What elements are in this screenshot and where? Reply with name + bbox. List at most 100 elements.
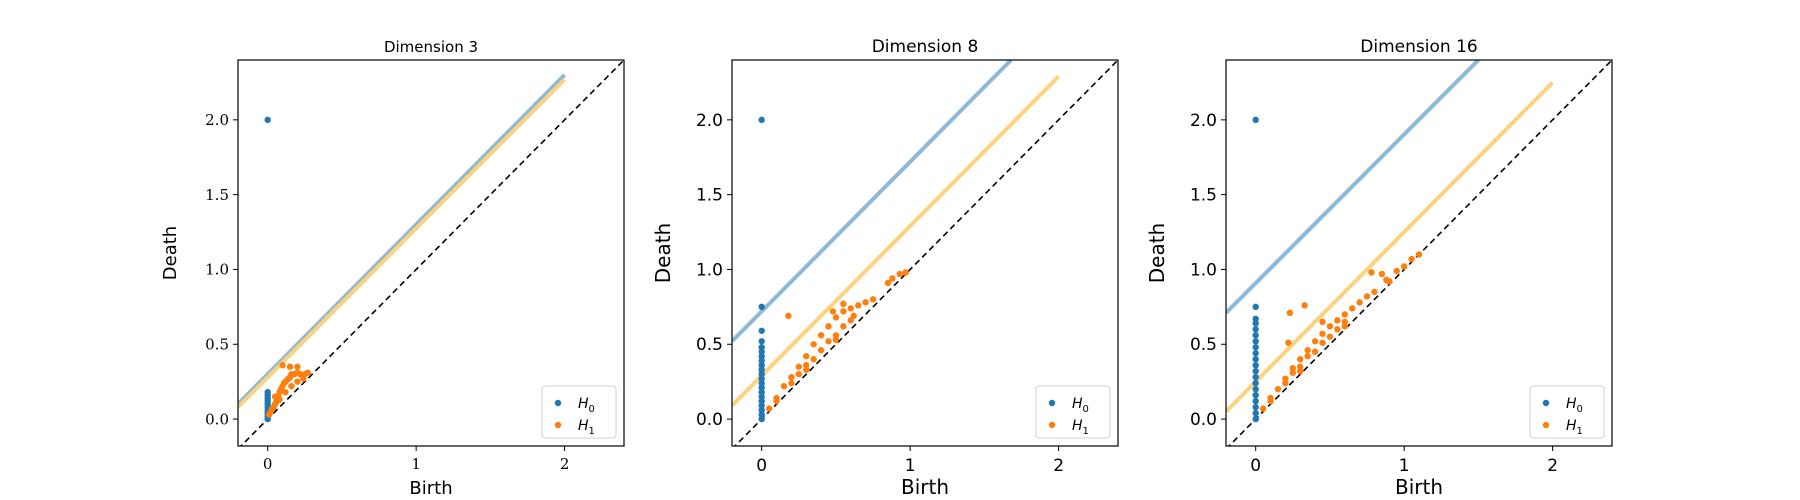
y-tick-label: 0.5 <box>696 335 723 355</box>
point-h1 <box>884 279 892 287</box>
point-h1 <box>825 338 832 345</box>
chart-title: Dimension 16 <box>1360 37 1477 57</box>
point-h1 <box>832 314 840 321</box>
point-h1 <box>1297 363 1304 370</box>
point-h1 <box>1297 356 1304 363</box>
y-tick-label: 1.0 <box>1190 260 1217 280</box>
y-tick-label: 2.0 <box>696 111 723 131</box>
point-h1 <box>788 379 795 387</box>
plot-area <box>1226 60 1612 446</box>
x-tick-label: 1 <box>905 456 916 476</box>
chart-panel-1: 0 1 2 0.0 0.5 1.0 1.5 2.0 Dimension 3 Birth Death H… <box>160 38 625 499</box>
point-h0 <box>758 411 765 418</box>
plot-area <box>732 60 1118 446</box>
y-axis-label: Death <box>1145 223 1169 283</box>
point-h1 <box>1311 348 1319 355</box>
point-h1 <box>896 270 903 278</box>
point-h0 <box>1252 350 1259 357</box>
point-h1 <box>1274 385 1282 393</box>
point-h1 <box>780 382 788 390</box>
threshold-line-h1 <box>1226 81 1555 413</box>
y-tick-label: 1.0 <box>696 260 723 280</box>
point-h0 <box>1252 379 1259 387</box>
point-h1 <box>1285 339 1292 346</box>
y-tick-label: 1.5 <box>1190 186 1217 206</box>
threshold-line-h1 <box>732 75 1061 408</box>
point-h1 <box>1334 317 1341 324</box>
y-tick-label: 0.5 <box>205 336 229 354</box>
x-tick-label: 2 <box>560 455 570 473</box>
legend-label-h1: H1 <box>578 418 595 437</box>
y-tick-label: 1.5 <box>205 186 229 204</box>
point-h1 <box>294 378 301 385</box>
point-h1 <box>810 341 817 348</box>
axes-frame <box>237 59 625 447</box>
point-h0 <box>758 393 765 400</box>
legend-marker-h1 <box>1048 421 1056 429</box>
point-h1 <box>1363 293 1371 300</box>
point-h0 <box>758 402 765 409</box>
diagonal-line <box>239 60 624 446</box>
threshold-line-h0 <box>238 73 567 406</box>
point-h1 <box>288 382 295 390</box>
y-tick-label: 0.0 <box>205 410 229 428</box>
legend-marker-h0 <box>1048 399 1056 407</box>
point-h0 <box>758 344 765 351</box>
point-h0 <box>1252 367 1259 375</box>
y-tick-label: 0.0 <box>696 410 723 430</box>
y-tick-label: 1.0 <box>205 261 229 279</box>
point-h1 <box>854 302 862 309</box>
point-h1 <box>1286 309 1294 317</box>
point-h0 <box>1252 320 1259 327</box>
point-h1 <box>825 323 832 330</box>
point-h1 <box>832 336 840 343</box>
chart-title: Dimension 8 <box>872 37 979 57</box>
point-h1 <box>1371 288 1378 296</box>
point-h0 <box>758 348 765 355</box>
point-h1 <box>817 347 825 354</box>
point-h1 <box>286 363 294 370</box>
diagonal-line <box>733 60 1118 446</box>
point-h0 <box>758 366 765 373</box>
point-h1 <box>810 356 817 363</box>
point-h0 <box>758 397 765 405</box>
point-h1 <box>279 362 286 369</box>
point-h1 <box>847 305 854 312</box>
x-axis-label: Birth <box>1395 475 1443 499</box>
series-h1 <box>765 269 909 412</box>
threshold-line-h1 <box>238 78 567 409</box>
legend-label-h0: H0 <box>1566 396 1583 415</box>
point-h1 <box>1408 255 1415 263</box>
series-h0 <box>1252 116 1259 423</box>
point-h1 <box>1368 269 1375 276</box>
point-h1 <box>1311 338 1319 345</box>
point-h1 <box>1259 405 1267 412</box>
axes-frame <box>1225 59 1613 447</box>
point-h0 <box>758 406 765 414</box>
point-h1 <box>850 312 857 320</box>
point-h0 <box>758 116 765 124</box>
point-h0 <box>758 338 765 345</box>
point-h1 <box>1289 365 1297 372</box>
x-tick-label: 2 <box>1053 456 1064 476</box>
y-tick-label: 2.0 <box>205 111 229 129</box>
point-h1 <box>1267 397 1274 405</box>
x-tick-label: 0 <box>263 455 273 473</box>
point-h1 <box>862 299 869 306</box>
chart-title: Dimension 3 <box>384 38 478 56</box>
point-h1 <box>1304 347 1311 354</box>
point-h0 <box>758 375 765 382</box>
point-h1 <box>1341 323 1348 330</box>
point-h1 <box>1319 330 1326 337</box>
legend-label-h0: H0 <box>578 396 595 415</box>
legend-marker-h1 <box>1542 421 1550 429</box>
point-h0 <box>1252 303 1259 311</box>
point-h1 <box>1341 311 1348 318</box>
y-tick-label: 1.5 <box>696 186 723 206</box>
point-h1 <box>795 363 803 370</box>
legend-marker-h0 <box>554 399 562 407</box>
y-axis-label: Death <box>651 223 675 283</box>
